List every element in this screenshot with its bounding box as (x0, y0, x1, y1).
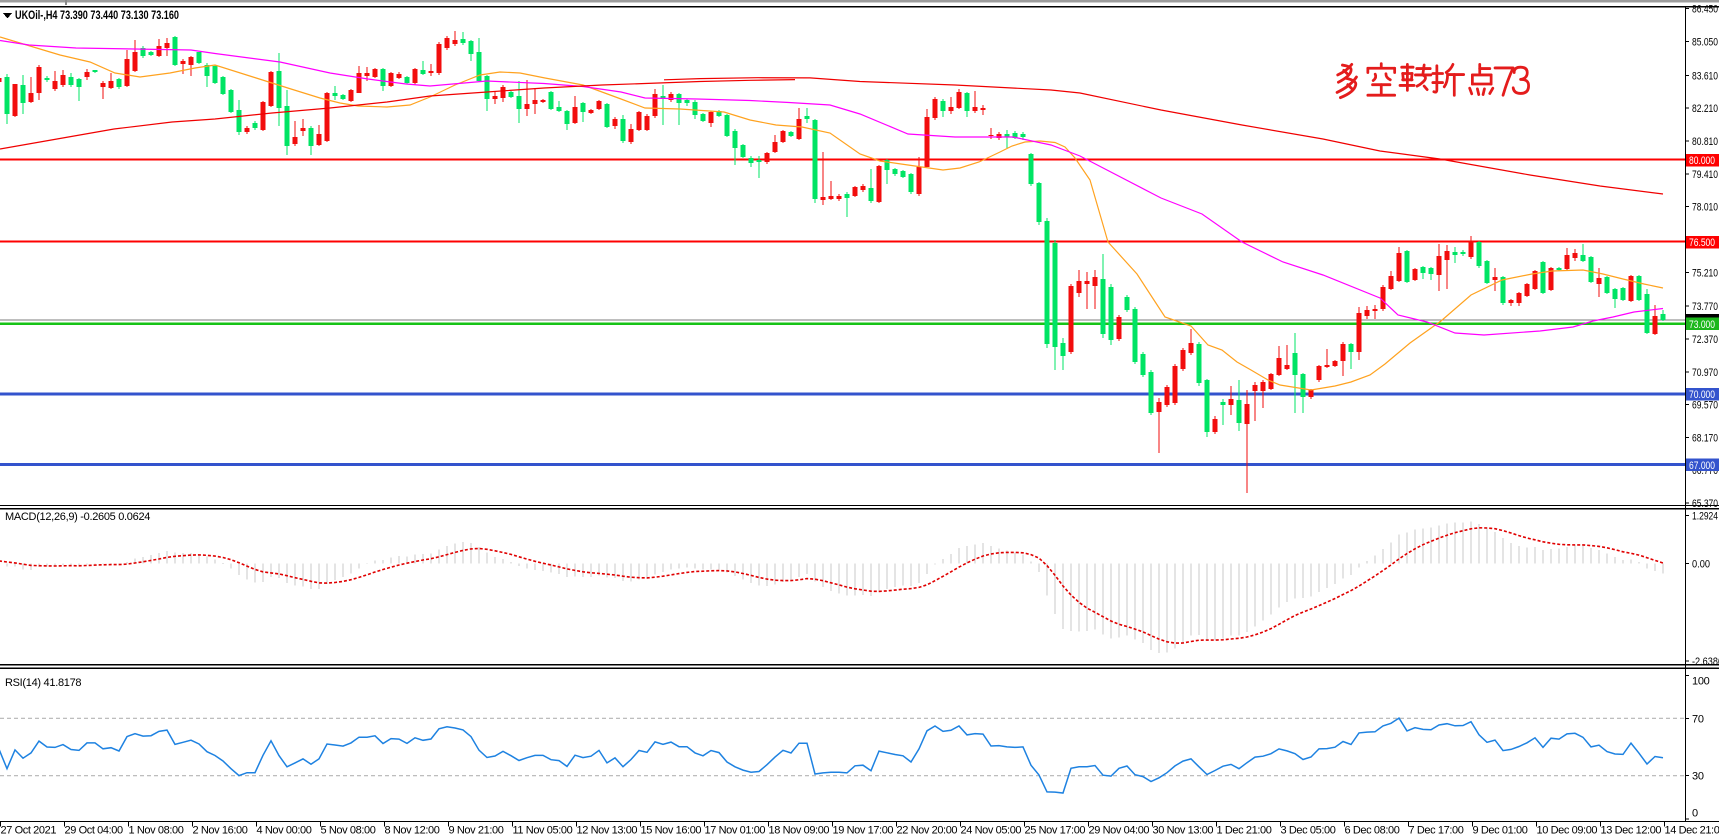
svg-text:1.2924: 1.2924 (1692, 511, 1718, 523)
svg-text:85.050: 85.050 (1692, 37, 1718, 49)
svg-text:82.210: 82.210 (1692, 103, 1718, 115)
svg-text:9 Nov 21:00: 9 Nov 21:00 (449, 825, 504, 837)
svg-text:19 Nov 17:00: 19 Nov 17:00 (833, 825, 894, 837)
svg-text:27 Oct 2021: 27 Oct 2021 (1, 825, 57, 837)
svg-text:65.370: 65.370 (1692, 498, 1718, 510)
svg-text:-2.6386: -2.6386 (1692, 656, 1719, 668)
svg-text:75.210: 75.210 (1692, 267, 1718, 279)
svg-text:25 Nov 17:00: 25 Nov 17:00 (1025, 825, 1086, 837)
svg-text:80.810: 80.810 (1692, 136, 1718, 148)
svg-text:0.00: 0.00 (1692, 558, 1710, 570)
svg-text:4 Nov 00:00: 4 Nov 00:00 (257, 825, 312, 837)
svg-text:11 Nov 05:00: 11 Nov 05:00 (513, 825, 573, 837)
svg-text:70.000: 70.000 (1689, 389, 1715, 401)
svg-text:7 Dec 17:00: 7 Dec 17:00 (1409, 825, 1464, 837)
svg-text:29 Nov 04:00: 29 Nov 04:00 (1089, 825, 1150, 837)
svg-text:1 Nov 08:00: 1 Nov 08:00 (129, 825, 184, 837)
svg-text:83.610: 83.610 (1692, 70, 1718, 82)
svg-text:29 Oct 04:00: 29 Oct 04:00 (65, 825, 123, 837)
svg-text:78.010: 78.010 (1692, 202, 1718, 214)
svg-text:18 Nov 09:00: 18 Nov 09:00 (769, 825, 830, 837)
svg-text:17 Nov 01:00: 17 Nov 01:00 (705, 825, 766, 837)
svg-text:79.410: 79.410 (1692, 169, 1718, 181)
svg-text:30 Nov 13:00: 30 Nov 13:00 (1153, 825, 1214, 837)
svg-text:MACD(12,26,9) -0.2605 0.0624: MACD(12,26,9) -0.2605 0.0624 (5, 511, 150, 523)
svg-text:30: 30 (1692, 771, 1704, 783)
svg-text:14 Dec 21:00: 14 Dec 21:00 (1665, 825, 1719, 837)
svg-text:72.370: 72.370 (1692, 334, 1718, 346)
svg-text:67.000: 67.000 (1689, 460, 1715, 472)
svg-text:24 Nov 05:00: 24 Nov 05:00 (961, 825, 1022, 837)
svg-text:RSI(14) 41.8178: RSI(14) 41.8178 (5, 677, 81, 689)
svg-text:70.970: 70.970 (1692, 367, 1718, 379)
svg-text:1 Dec 21:00: 1 Dec 21:00 (1217, 825, 1272, 837)
svg-text:9 Dec 01:00: 9 Dec 01:00 (1473, 825, 1528, 837)
svg-text:70: 70 (1692, 713, 1704, 725)
svg-text:69.570: 69.570 (1692, 400, 1718, 412)
svg-text:100: 100 (1692, 676, 1710, 688)
svg-text:15 Nov 16:00: 15 Nov 16:00 (641, 825, 702, 837)
svg-text:3 Dec 05:00: 3 Dec 05:00 (1281, 825, 1336, 837)
svg-text:6 Dec 08:00: 6 Dec 08:00 (1345, 825, 1400, 837)
svg-text:68.170: 68.170 (1692, 432, 1718, 444)
svg-text:22 Nov 20:00: 22 Nov 20:00 (897, 825, 958, 837)
svg-text:76.500: 76.500 (1689, 237, 1715, 249)
svg-text:13 Dec 12:00: 13 Dec 12:00 (1601, 825, 1662, 837)
svg-text:86.450: 86.450 (1692, 4, 1718, 16)
svg-text:10 Dec 09:00: 10 Dec 09:00 (1537, 825, 1598, 837)
svg-text:5 Nov 08:00: 5 Nov 08:00 (321, 825, 376, 837)
svg-text:2 Nov 16:00: 2 Nov 16:00 (193, 825, 248, 837)
svg-text:73.770: 73.770 (1692, 301, 1718, 313)
svg-text:0: 0 (1692, 808, 1698, 820)
svg-text:73.000: 73.000 (1689, 319, 1715, 331)
svg-text:8 Nov 12:00: 8 Nov 12:00 (385, 825, 440, 837)
svg-text:12 Nov 13:00: 12 Nov 13:00 (577, 825, 638, 837)
svg-text:UKOil-,H4 73.390 73.440 73.13: UKOil-,H4 73.390 73.440 73.130 73.160 (15, 8, 179, 22)
svg-text:80.000: 80.000 (1689, 155, 1715, 167)
